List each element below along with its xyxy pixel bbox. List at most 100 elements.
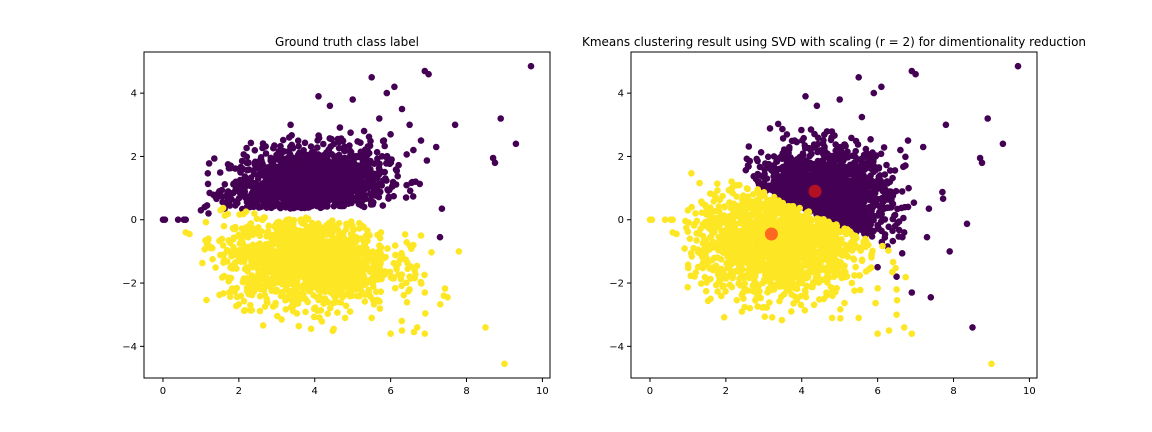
data-point [754, 178, 762, 185]
data-point [512, 140, 520, 148]
data-point [939, 195, 947, 202]
data-point [403, 181, 410, 189]
data-point [216, 169, 224, 176]
data-point [250, 286, 257, 293]
data-point [234, 293, 241, 301]
data-point [406, 187, 414, 195]
data-point [753, 155, 760, 163]
x-tick-label: 6 [387, 386, 393, 397]
data-point [833, 178, 841, 186]
data-point [275, 218, 283, 226]
data-point [898, 188, 906, 195]
data-point [311, 304, 319, 311]
data-point [327, 181, 334, 188]
data-point [339, 156, 346, 164]
data-point [874, 212, 881, 219]
data-point [819, 160, 826, 168]
data-point [421, 289, 429, 296]
data-point [287, 228, 294, 235]
data-point [352, 233, 360, 241]
data-point [330, 202, 338, 210]
data-point [300, 282, 307, 289]
data-point [373, 270, 381, 277]
data-point [218, 235, 226, 243]
data-point [250, 167, 258, 174]
data-point [378, 182, 386, 189]
data-point [881, 234, 889, 241]
data-point [852, 263, 859, 271]
data-point [338, 233, 345, 241]
data-point [294, 137, 302, 144]
data-point [501, 360, 508, 368]
data-point [803, 183, 810, 190]
data-point [403, 151, 411, 158]
data-point [247, 307, 254, 314]
data-point [813, 102, 821, 110]
data-point [368, 314, 376, 322]
data-point [299, 172, 307, 179]
data-point [285, 241, 293, 248]
data-point [335, 175, 342, 182]
data-point [842, 142, 849, 150]
x-axis: 0 2 4 6 8 10 [160, 378, 549, 397]
data-point [889, 200, 897, 208]
data-point [402, 194, 410, 201]
data-point [241, 306, 249, 314]
data-point [978, 159, 986, 167]
data-point [272, 266, 279, 273]
data-point [370, 260, 377, 267]
data-point [381, 142, 389, 150]
data-point [272, 288, 280, 295]
data-point [927, 294, 935, 301]
data-point [318, 235, 326, 243]
data-point [307, 143, 315, 150]
data-point [376, 305, 384, 312]
data-point [897, 146, 904, 154]
data-point [232, 181, 240, 189]
data-point [282, 204, 290, 211]
data-point [205, 160, 213, 167]
data-point [274, 274, 282, 282]
data-point [298, 230, 306, 238]
data-point [230, 235, 237, 243]
data-point [849, 194, 857, 201]
data-point [837, 315, 844, 322]
data-point [786, 143, 793, 151]
data-point [331, 243, 338, 251]
data-point [835, 214, 842, 222]
data-point [312, 165, 320, 172]
data-point [377, 288, 385, 296]
data-point [367, 293, 374, 300]
data-point [702, 287, 710, 295]
data-point [212, 264, 219, 271]
data-point [236, 246, 244, 254]
data-point [406, 121, 413, 129]
data-point [209, 244, 216, 252]
data-point [346, 253, 354, 260]
data-point [255, 277, 263, 284]
data-point [413, 324, 421, 331]
y-tick-label: 2 [131, 152, 137, 163]
data-point [302, 308, 309, 316]
data-point [275, 156, 283, 164]
data-point [451, 121, 459, 129]
data-point [870, 89, 878, 97]
data-point [912, 70, 919, 78]
data-point [301, 244, 309, 251]
data-point [282, 297, 289, 304]
data-point [357, 179, 365, 186]
data-point [837, 199, 844, 206]
data-point [859, 204, 866, 211]
data-point [330, 140, 338, 148]
data-point [832, 147, 839, 154]
data-point [236, 176, 244, 184]
data-point [780, 192, 788, 200]
data-point [220, 259, 227, 267]
x-tick-label: 10 [536, 386, 549, 397]
data-point [863, 196, 870, 203]
data-point [324, 165, 331, 173]
data-point [227, 164, 235, 172]
data-point [351, 178, 358, 185]
data-point [421, 271, 428, 279]
data-point [874, 222, 881, 229]
